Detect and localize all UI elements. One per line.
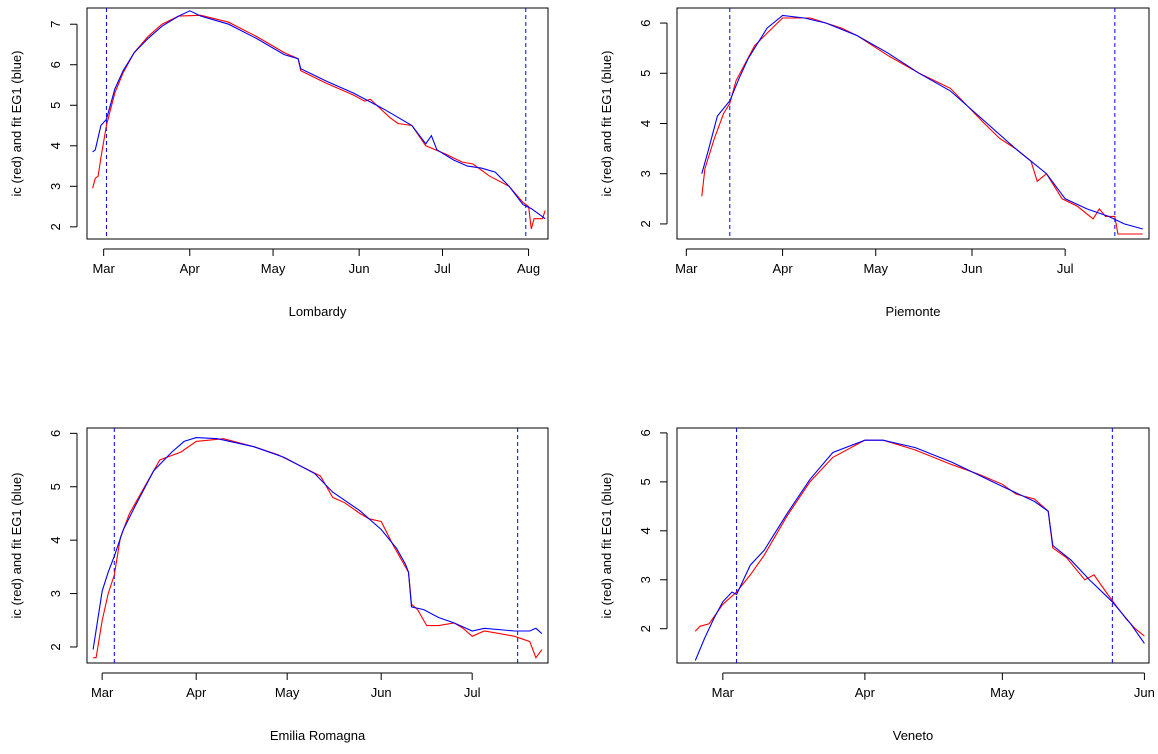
x-tick-label: May xyxy=(261,261,286,276)
y-tick-label: 4 xyxy=(48,537,63,544)
y-tick-label: 6 xyxy=(48,430,63,437)
x-axis-title: Piemonte xyxy=(886,304,941,319)
x-tick-label: Apr xyxy=(855,685,876,700)
y-tick-label: 3 xyxy=(48,183,63,190)
y-tick-label: 2 xyxy=(638,220,653,227)
x-axis-title: Emilia Romagna xyxy=(270,728,366,743)
panel-emilia-romagna: Mar Apr May Jun Jul 2 3 4 5 6 Emilia Romagna ic (re… xyxy=(9,427,549,743)
y-tick-label: 3 xyxy=(638,576,653,583)
panel-piemonte: Mar Apr May Jun Jul 2 3 4 5 6 Piemonte ic (red) and… xyxy=(599,7,1150,319)
series-fit-line xyxy=(92,437,543,650)
plot-frame xyxy=(676,7,1150,240)
series-fit-line xyxy=(694,439,1145,661)
x-tick-label: Mar xyxy=(92,261,115,276)
plot-frame xyxy=(86,7,549,240)
y-tick-label: 2 xyxy=(48,223,63,230)
y-tick-label: 2 xyxy=(638,625,653,632)
y-axis-title: ic (red) and fit EG1 (blue) xyxy=(599,51,614,197)
y-tick-label: 5 xyxy=(638,70,653,77)
series-fit-line xyxy=(701,14,1143,230)
x-axis-title: Veneto xyxy=(893,728,934,743)
plot-frame xyxy=(676,427,1150,664)
x-tick-label: May xyxy=(275,685,300,700)
y-tick-label: 4 xyxy=(48,142,63,149)
x-tick-label: Jul xyxy=(1057,261,1074,276)
y-tick-label: 6 xyxy=(638,429,653,436)
x-tick-label: Mar xyxy=(91,685,114,700)
x-tick-label: May xyxy=(990,685,1015,700)
x-tick-label: Apr xyxy=(180,261,201,276)
panel-lombardy: Mar Apr May Jun Jul Aug 2 3 4 5 6 7 Lombardy ic (red)… xyxy=(9,7,549,319)
x-tick-label: May xyxy=(863,261,888,276)
y-tick-label: 2 xyxy=(48,643,63,650)
x-tick-label: Mar xyxy=(675,261,698,276)
series-fit-line xyxy=(92,10,546,220)
series-ic-line xyxy=(93,438,543,659)
y-tick-label: 3 xyxy=(638,170,653,177)
panel-veneto: Mar Apr May Jun 2 3 4 5 6 Veneto ic (red) and fit … xyxy=(599,427,1155,743)
y-tick-label: 3 xyxy=(48,590,63,597)
plot-frame xyxy=(86,427,549,664)
x-tick-label: Jun xyxy=(1134,685,1155,700)
series-ic-line xyxy=(701,17,1143,235)
series-ic-line xyxy=(694,439,1145,637)
x-tick-label: Jul xyxy=(464,685,481,700)
x-tick-label: Mar xyxy=(712,685,735,700)
y-tick-label: 5 xyxy=(48,102,63,109)
y-tick-label: 5 xyxy=(638,478,653,485)
series-ic-line xyxy=(92,14,546,230)
x-tick-label: Apr xyxy=(772,261,793,276)
y-axis-title: ic (red) and fit EG1 (blue) xyxy=(599,473,614,619)
x-tick-label: Jun xyxy=(349,261,370,276)
x-tick-label: Jun xyxy=(371,685,392,700)
x-tick-label: Jun xyxy=(962,261,983,276)
y-tick-label: 7 xyxy=(48,21,63,28)
y-axis-title: ic (red) and fit EG1 (blue) xyxy=(9,473,24,619)
x-tick-label: Aug xyxy=(517,261,540,276)
y-tick-label: 4 xyxy=(638,120,653,127)
y-tick-label: 5 xyxy=(48,483,63,490)
y-axis-title: ic (red) and fit EG1 (blue) xyxy=(9,51,24,197)
x-tick-label: Jul xyxy=(434,261,451,276)
y-tick-label: 6 xyxy=(48,61,63,68)
y-tick-label: 6 xyxy=(638,19,653,26)
x-axis-title: Lombardy xyxy=(289,304,347,319)
y-tick-label: 4 xyxy=(638,527,653,534)
x-tick-label: Apr xyxy=(186,685,207,700)
